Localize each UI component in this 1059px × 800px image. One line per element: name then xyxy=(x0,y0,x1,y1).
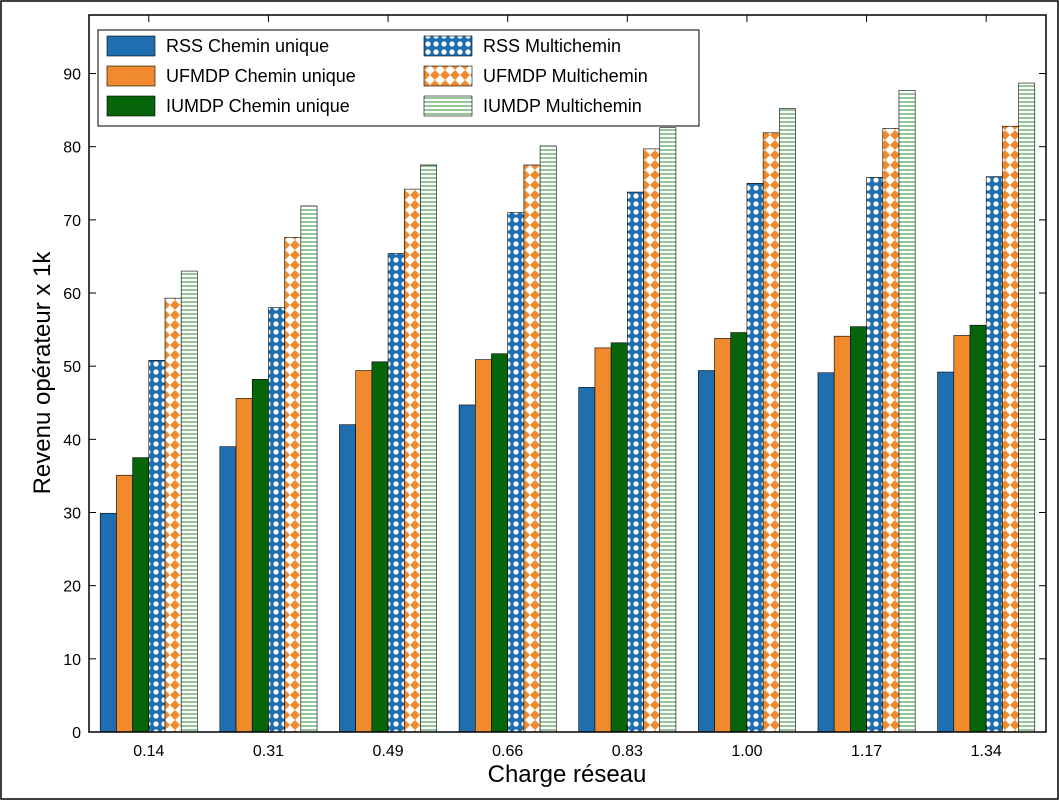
bar-rss-chemin-unique-1.00 xyxy=(698,370,715,733)
legend-swatch-rss-multichemin xyxy=(423,35,473,57)
y-axis-title: Revenu opérateur x 1k xyxy=(29,251,56,495)
legend-swatch-ufmdp-multichemin xyxy=(423,65,473,87)
bar-ufmdp-chemin-unique-0.83 xyxy=(594,347,612,733)
bar-ufmdp-multichemin-1.00 xyxy=(762,132,780,733)
bar-rss-multichemin-0.66 xyxy=(507,212,525,733)
x-tick-label: 0.66 xyxy=(492,743,523,760)
y-tick-label: 20 xyxy=(63,579,81,596)
bar-ufmdp-chemin-unique-1.00 xyxy=(714,338,732,733)
legend-label-ufmdp-chemin-unique: UFMDP Chemin unique xyxy=(166,66,356,86)
legend-label-rss-chemin-unique: RSS Chemin unique xyxy=(166,36,329,56)
bar-rss-chemin-unique-1.34 xyxy=(937,371,955,733)
bar-iumdp-chemin-unique-1.17 xyxy=(850,326,867,733)
bar-ufmdp-multichemin-1.17 xyxy=(882,128,900,733)
bar-rss-multichemin-0.14 xyxy=(148,360,166,733)
y-tick-label: 0 xyxy=(72,725,81,742)
legend-swatch-iumdp-chemin-unique xyxy=(106,95,156,117)
y-tick-label: 30 xyxy=(63,506,81,523)
y-tick-label: 50 xyxy=(63,359,81,376)
bars-layer xyxy=(99,82,1036,733)
plot-area-frame xyxy=(88,14,1047,733)
legend-swatch-ufmdp-chemin-unique xyxy=(106,65,156,87)
bar-iumdp-chemin-unique-0.83 xyxy=(610,342,628,733)
bar-iumdp-multichemin-0.31 xyxy=(300,205,318,733)
bar-iumdp-chemin-unique-1.34 xyxy=(969,324,987,733)
bar-iumdp-chemin-unique-0.31 xyxy=(251,379,269,733)
bar-rss-multichemin-1.17 xyxy=(866,177,884,733)
legend: RSS Chemin unique UFMDP Chemin unique IUMD… xyxy=(97,29,700,127)
y-tick-label: 40 xyxy=(63,432,81,449)
legend-swatch-rss-chemin-unique xyxy=(106,35,156,57)
y-tick-label: 60 xyxy=(63,286,81,303)
bar-rss-multichemin-1.34 xyxy=(985,176,1003,733)
bar-rss-chemin-unique-0.66 xyxy=(458,404,476,733)
bar-iumdp-multichemin-1.34 xyxy=(1018,82,1036,733)
bar-ufmdp-multichemin-0.83 xyxy=(643,148,661,733)
bar-rss-multichemin-0.83 xyxy=(627,191,644,733)
bar-rss-chemin-unique-0.49 xyxy=(339,424,356,733)
x-tick-label: 0.49 xyxy=(372,743,403,760)
y-tick-label: 70 xyxy=(63,213,81,230)
legend-swatch-iumdp-multichemin xyxy=(423,95,473,117)
bar-ufmdp-chemin-unique-0.14 xyxy=(116,474,133,733)
bar-iumdp-multichemin-1.17 xyxy=(898,90,916,733)
x-tick-label: 1.00 xyxy=(731,743,762,760)
legend-box xyxy=(97,29,700,127)
x-tick-label: 1.34 xyxy=(971,743,1002,760)
bar-iumdp-chemin-unique-1.00 xyxy=(730,332,748,733)
bar-ufmdp-multichemin-0.49 xyxy=(403,188,421,733)
bar-ufmdp-chemin-unique-0.31 xyxy=(235,398,253,733)
bar-ufmdp-chemin-unique-0.66 xyxy=(474,359,492,733)
y-tick-label: 10 xyxy=(63,652,81,669)
bar-ufmdp-multichemin-1.34 xyxy=(1002,125,1019,733)
x-tick-label: 1.17 xyxy=(851,743,882,760)
x-tick-label: 0.31 xyxy=(253,743,284,760)
x-axis: 0.14 0.31 0.49 0.66 0.83 1.00 1.17 1.34 xyxy=(133,15,1002,760)
bar-ufmdp-multichemin-0.14 xyxy=(164,297,182,733)
bar-iumdp-multichemin-1.00 xyxy=(779,108,796,733)
bar-iumdp-multichemin-0.14 xyxy=(180,270,198,733)
bar-iumdp-chemin-unique-0.49 xyxy=(371,361,389,733)
x-tick-label: 0.14 xyxy=(133,743,164,760)
bar-rss-chemin-unique-0.31 xyxy=(219,446,237,733)
legend-label-iumdp-multichemin: IUMDP Multichemin xyxy=(483,96,642,116)
x-axis-title: Charge réseau xyxy=(488,761,647,788)
legend-label-iumdp-chemin-unique: IUMDP Chemin unique xyxy=(166,96,350,116)
bar-ufmdp-chemin-unique-1.17 xyxy=(833,335,851,733)
bar-rss-chemin-unique-1.17 xyxy=(817,372,835,733)
bar-rss-multichemin-0.31 xyxy=(268,307,285,733)
y-tick-label: 90 xyxy=(63,67,81,84)
bar-ufmdp-multichemin-0.31 xyxy=(284,237,302,733)
bar-ufmdp-multichemin-0.66 xyxy=(523,164,541,733)
bar-iumdp-multichemin-0.49 xyxy=(420,164,437,733)
bar-rss-multichemin-1.00 xyxy=(746,182,764,733)
legend-label-ufmdp-multichemin: UFMDP Multichemin xyxy=(483,66,648,86)
bar-iumdp-chemin-unique-0.66 xyxy=(491,353,508,733)
bar-iumdp-multichemin-0.66 xyxy=(539,145,557,733)
x-tick-label: 0.83 xyxy=(612,743,643,760)
legend-label-rss-multichemin: RSS Multichemin xyxy=(483,36,621,56)
bar-rss-chemin-unique-0.14 xyxy=(99,512,117,733)
bar-rss-chemin-unique-0.83 xyxy=(578,387,596,733)
bar-iumdp-multichemin-0.83 xyxy=(659,127,677,733)
bar-rss-multichemin-0.49 xyxy=(387,253,405,733)
bar-ufmdp-chemin-unique-1.34 xyxy=(953,335,971,733)
bar-iumdp-chemin-unique-0.14 xyxy=(132,457,150,733)
y-tick-label: 80 xyxy=(63,140,81,157)
bar-ufmdp-chemin-unique-0.49 xyxy=(355,370,373,733)
